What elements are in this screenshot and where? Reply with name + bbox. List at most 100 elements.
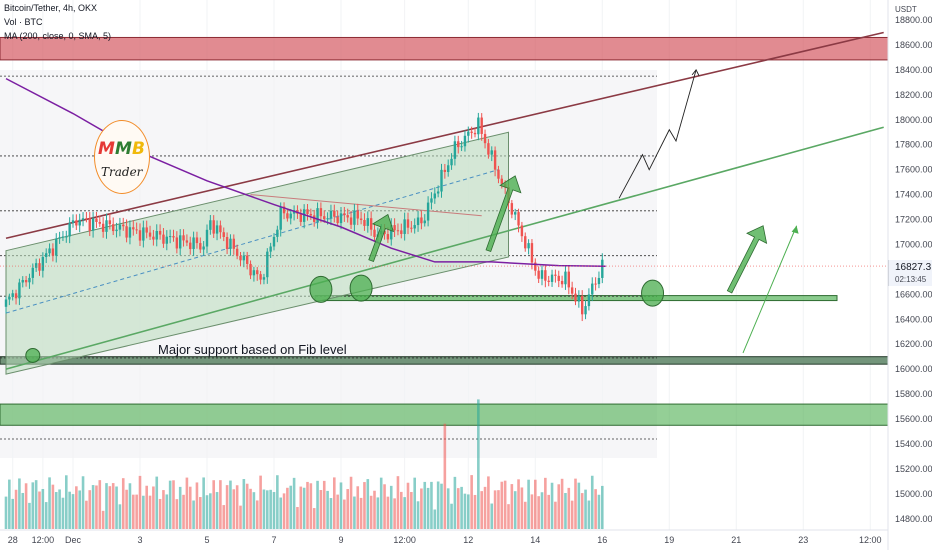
volume-bar (38, 491, 41, 529)
touch-circle (309, 275, 333, 303)
symbol-title[interactable]: Bitcoin/Tether, 4h, OKX (4, 3, 98, 13)
price-tick-label: 17600.00 (895, 165, 932, 175)
candle-body (534, 262, 537, 271)
volume-bar (570, 500, 574, 529)
ma-indicator-label[interactable]: MA (200, close, 0, SMA, 5) (4, 31, 112, 41)
bar-countdown-label: 02:13:45 (895, 275, 927, 284)
candle-body (282, 206, 286, 214)
candle-body (266, 251, 269, 278)
volume-bar (162, 490, 165, 529)
candle-body (339, 213, 343, 224)
candle-body (447, 165, 450, 172)
volume-bar (580, 493, 584, 529)
candle-body (463, 135, 467, 147)
candle-body (105, 220, 108, 232)
volume-bar (369, 495, 373, 529)
candle-body (38, 263, 41, 271)
volume-bar (51, 484, 55, 529)
volume-bar (199, 497, 202, 529)
candle-body (406, 219, 410, 228)
volume-bar (497, 490, 500, 529)
candle-body (205, 229, 209, 247)
time-tick-label: 21 (731, 535, 741, 545)
volume-bar (182, 494, 185, 529)
volume-bar (530, 494, 534, 529)
resistance-zone (0, 36, 889, 61)
candle-body (34, 263, 38, 268)
volume-bar (259, 475, 262, 529)
volume-bar (376, 497, 380, 529)
candle-body (581, 296, 584, 315)
candle-body (346, 215, 349, 218)
volume-bar (235, 485, 239, 529)
candle-body (601, 259, 604, 278)
candle-body (514, 212, 517, 215)
candle-body (51, 248, 55, 256)
price-tick-label: 15800.00 (895, 389, 932, 399)
candle-body (597, 277, 601, 285)
volume-bar (165, 494, 169, 529)
candle-body (369, 218, 373, 230)
volume-bar (34, 480, 38, 529)
candle-body (91, 218, 95, 231)
volume-bar (48, 477, 51, 529)
volume-bar (242, 479, 246, 529)
volume-bar (98, 480, 102, 529)
volume-bar (383, 484, 386, 529)
candle-body (319, 208, 323, 217)
volume-bar (366, 479, 370, 529)
candle-body (8, 296, 11, 300)
volume-bar (105, 483, 108, 529)
volume-bar (597, 494, 601, 529)
volume-bar (101, 510, 105, 529)
touch-circle (25, 347, 41, 363)
candle-body (145, 227, 148, 233)
volume-bar (503, 480, 507, 529)
currency-label: USDT (895, 5, 917, 14)
candle-body (75, 220, 78, 226)
volume-bar (18, 478, 21, 529)
projection-guide-line (742, 225, 798, 354)
volume-indicator-label[interactable]: Vol · BTC (4, 17, 43, 27)
candle-body (517, 212, 520, 226)
volume-bar (175, 499, 179, 529)
volume-bar (286, 487, 289, 529)
price-axis[interactable]: 18800.00 18600.00 18400.00 18200.00 18000.00… (895, 15, 932, 524)
candle-body (306, 209, 309, 214)
time-tick-label: 12:00 (859, 535, 882, 545)
candle-body (78, 219, 81, 226)
candle-body (490, 150, 493, 155)
price-tick-label: 16600.00 (895, 289, 932, 299)
volume-bar (456, 488, 460, 529)
volume-bar (75, 486, 78, 529)
volume-bar (4, 496, 8, 529)
candle-body (199, 243, 202, 250)
candle-body (356, 210, 359, 219)
candle-body (168, 236, 172, 238)
volume-bar (232, 489, 236, 529)
candle-body (497, 169, 500, 179)
volume-bar (363, 482, 366, 529)
candle-body (21, 280, 24, 283)
bullish-arrow (485, 175, 522, 253)
bullish-channel (5, 131, 509, 375)
candle-body (118, 224, 122, 230)
volume-bar (212, 480, 215, 529)
candle-body (547, 280, 550, 282)
candle-body (423, 220, 426, 224)
volume-bar (436, 481, 440, 529)
candle-body (279, 206, 282, 230)
candle-body (48, 248, 51, 254)
volume-bar (544, 477, 547, 529)
volume-bar (346, 489, 349, 529)
bullish-arrow (368, 213, 395, 263)
volume-bar (31, 482, 35, 529)
volume-bar (21, 492, 25, 529)
candle-body (574, 293, 577, 302)
time-axis[interactable]: 28 12:00 Dec 3 5 7 9 12:00 12 14 16 19 21 23 12:00 (8, 535, 882, 545)
price-tick-label: 17000.00 (895, 239, 932, 249)
volume-bar (356, 486, 360, 529)
volume-bar (373, 490, 376, 529)
volume-bar (61, 497, 65, 529)
